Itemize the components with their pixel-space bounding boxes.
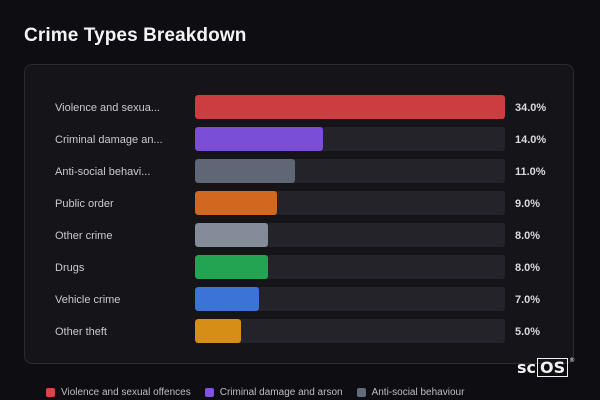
legend-label: Violence and sexual offences: [61, 387, 191, 398]
legend-label: Criminal damage and arson: [219, 387, 343, 398]
value-label: 5.0%: [515, 326, 541, 338]
value-label: 8.0%: [515, 230, 541, 242]
value-label: 11.0%: [515, 166, 546, 178]
bar-row: Drugs 8.0%: [25, 255, 573, 281]
bar-track: [195, 319, 505, 343]
chart-panel: Violence and sexua... 34.0% Criminal damag…: [24, 64, 574, 364]
category-label: Anti-social behavi...: [55, 166, 151, 178]
registered-mark: ®: [569, 357, 576, 364]
category-label: Public order: [55, 198, 114, 210]
bar-track: [195, 127, 505, 151]
bar[interactable]: [195, 95, 505, 119]
bar-track: [195, 191, 505, 215]
logo-box-text: OS: [537, 358, 569, 377]
value-label: 8.0%: [515, 262, 541, 274]
chart-legend: Violence and sexual offences Criminal dam…: [46, 387, 464, 398]
category-label: Violence and sexua...: [55, 102, 160, 114]
bar[interactable]: [195, 127, 323, 151]
bar-track: [195, 223, 505, 247]
legend-swatch: [204, 388, 214, 397]
bar-row: Vehicle crime 7.0%: [25, 287, 573, 313]
category-label: Other crime: [55, 230, 113, 242]
watermark-logo: sc OS ®: [517, 357, 575, 377]
chart-title: Crime Types Breakdown: [24, 25, 247, 46]
bar[interactable]: [195, 191, 277, 215]
category-label: Criminal damage an...: [55, 134, 163, 146]
legend-swatch: [356, 388, 366, 397]
bar-track: [195, 159, 505, 183]
legend-label: Anti-social behaviour: [371, 387, 465, 398]
legend-item[interactable]: Anti-social behaviour: [356, 387, 465, 398]
bar-row: Other theft 5.0%: [25, 319, 573, 345]
bar-row: Anti-social behavi... 11.0%: [25, 159, 573, 185]
legend-swatch: [46, 388, 55, 397]
value-label: 14.0%: [515, 134, 547, 146]
logo-text: sc: [517, 358, 537, 377]
bar-track: [195, 95, 505, 119]
bar-row: Other crime 8.0%: [25, 223, 573, 249]
bar[interactable]: [195, 287, 259, 311]
legend-item[interactable]: Criminal damage and arson: [204, 387, 343, 398]
bar[interactable]: [195, 223, 268, 247]
category-label: Drugs: [55, 262, 85, 274]
bar[interactable]: [195, 159, 295, 183]
bar[interactable]: [195, 255, 268, 279]
value-label: 7.0%: [515, 294, 541, 306]
bar-row: Violence and sexua... 34.0%: [25, 95, 573, 121]
legend-item[interactable]: Violence and sexual offences: [46, 387, 191, 398]
bar-row: Criminal damage an... 14.0%: [25, 127, 573, 153]
bar-track: [195, 255, 505, 279]
bar-track: [195, 287, 505, 311]
category-label: Other theft: [55, 326, 107, 338]
category-label: Vehicle crime: [55, 294, 121, 306]
value-label: 9.0%: [515, 198, 541, 210]
value-label: 34.0%: [515, 102, 547, 114]
bar-row: Public order 9.0%: [25, 191, 573, 217]
bar[interactable]: [195, 319, 241, 343]
